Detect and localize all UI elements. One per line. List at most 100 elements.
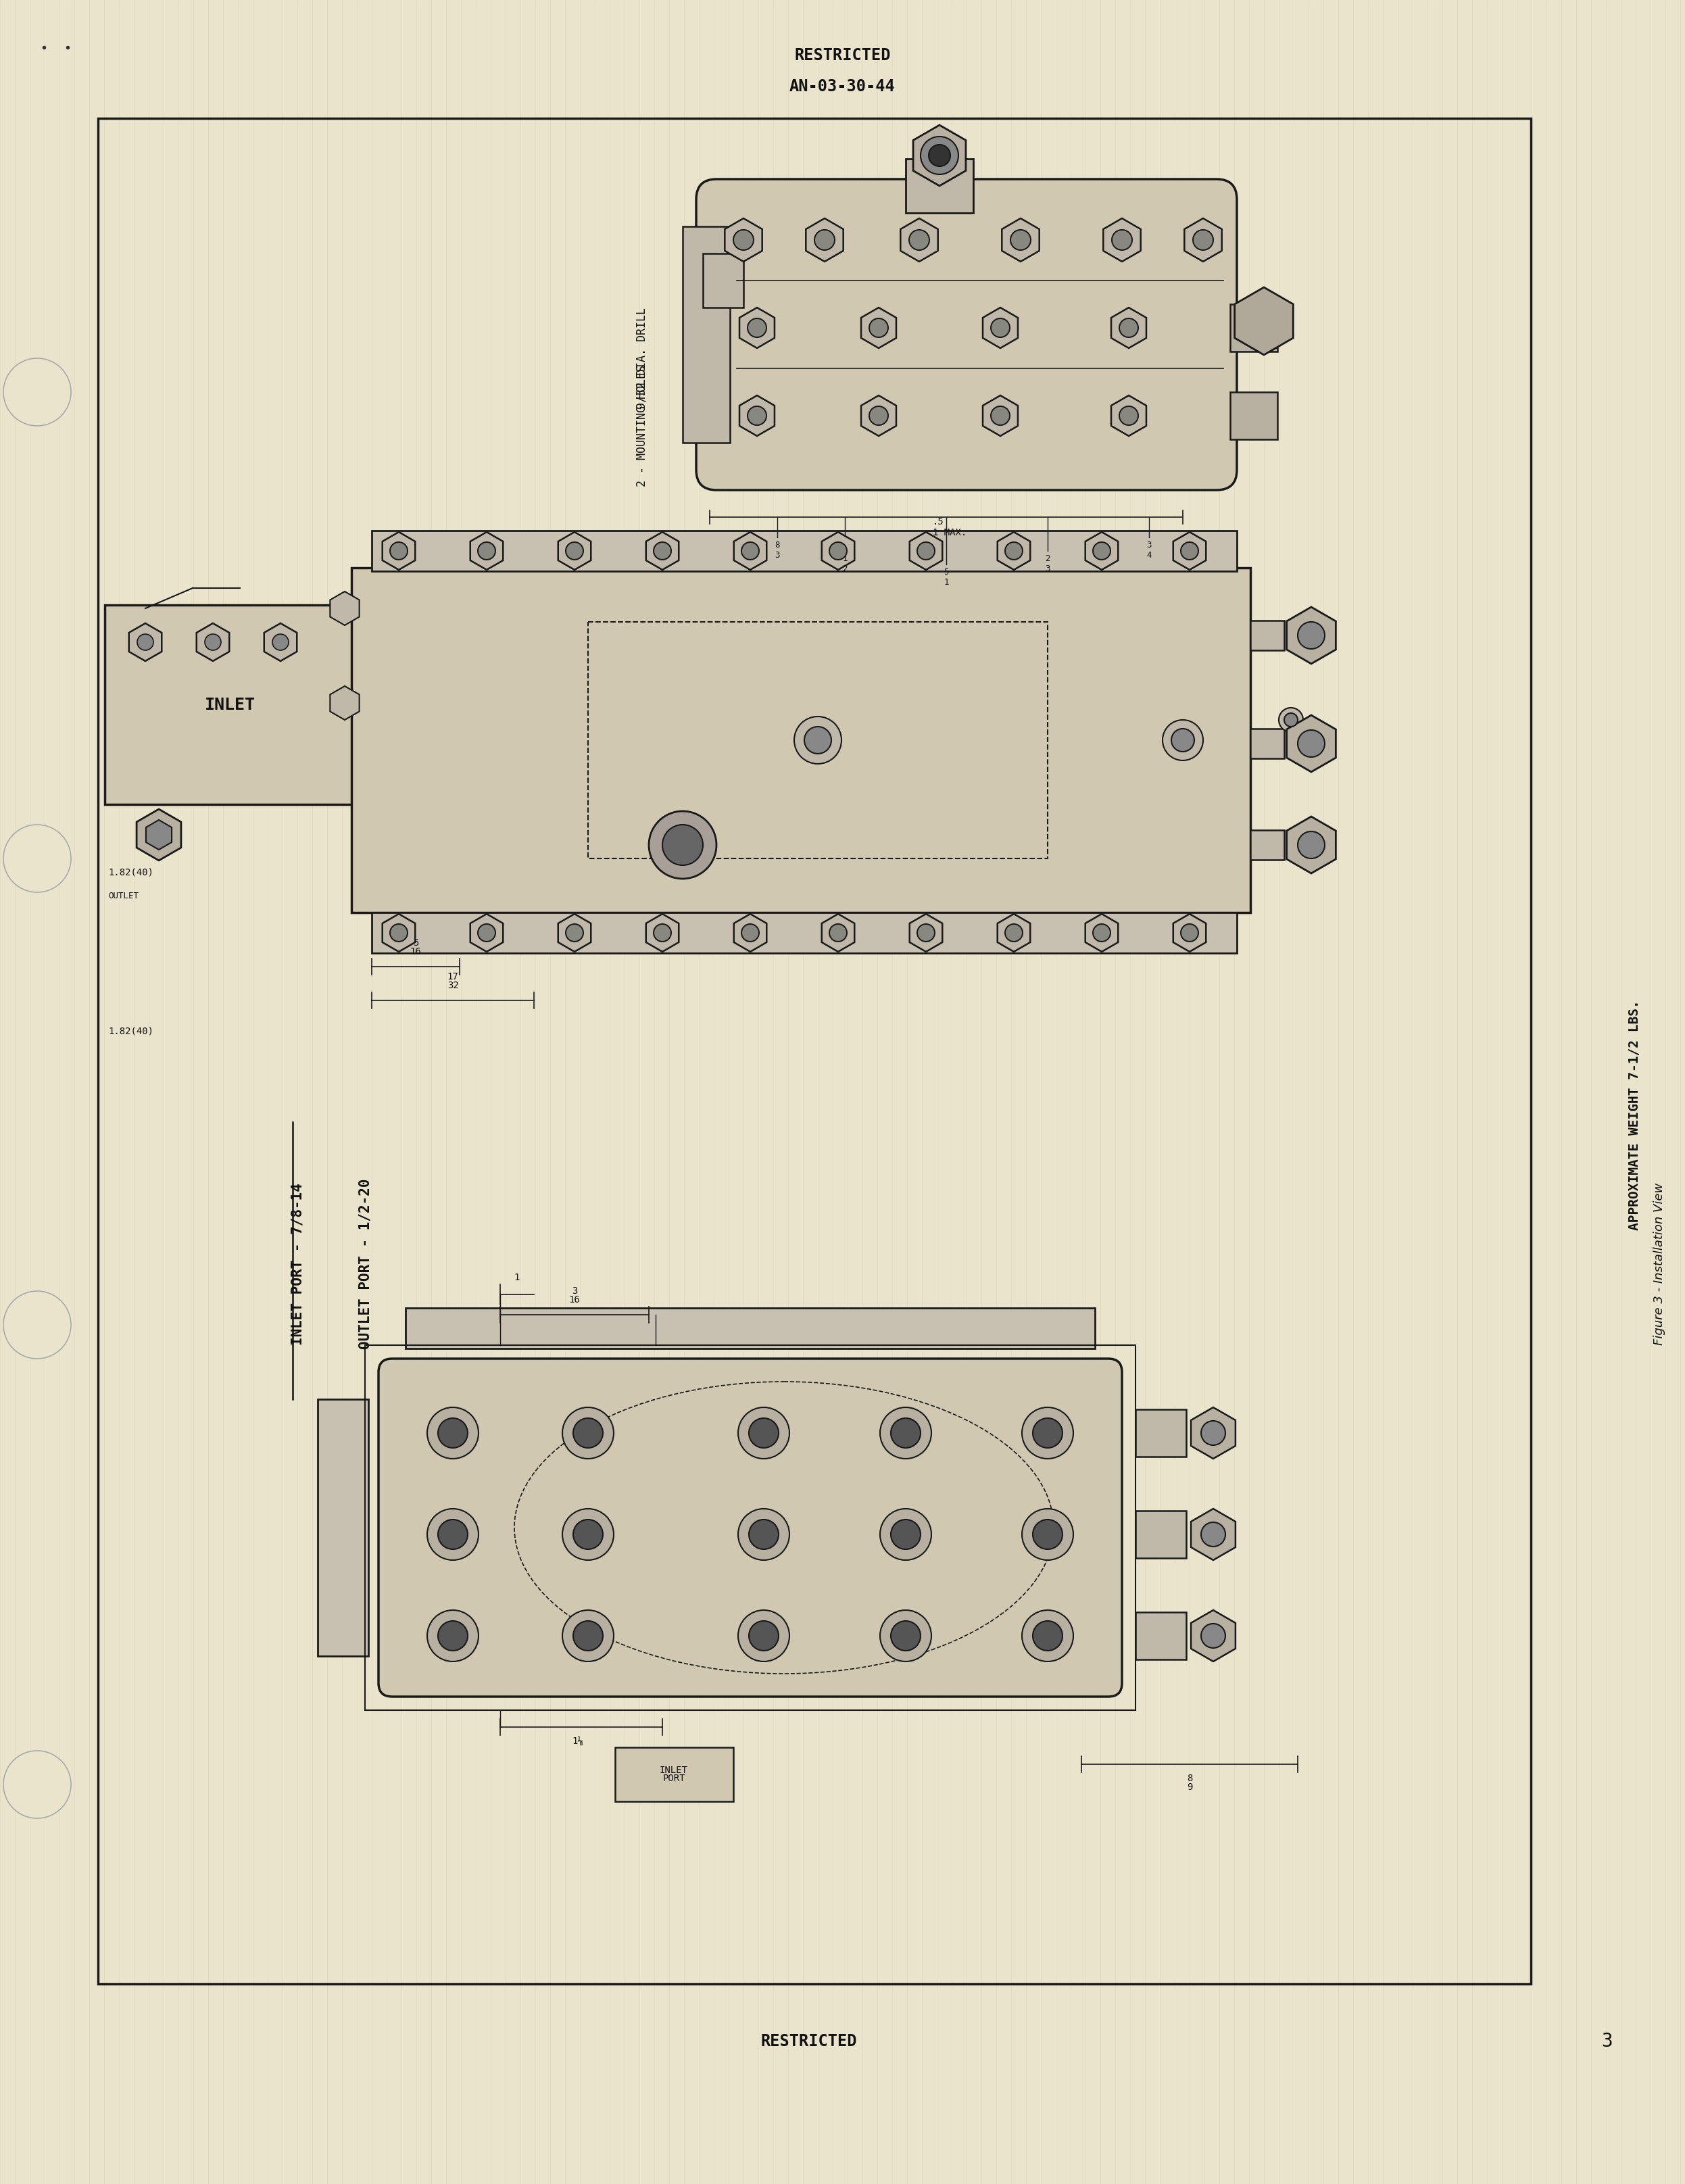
- Circle shape: [1004, 924, 1023, 941]
- Circle shape: [563, 1509, 613, 1559]
- Circle shape: [1201, 1422, 1225, 1446]
- Circle shape: [891, 1520, 920, 1548]
- Circle shape: [991, 319, 1009, 336]
- Bar: [1136, 1511, 1186, 1557]
- Polygon shape: [1235, 288, 1292, 354]
- Circle shape: [1297, 729, 1324, 758]
- Text: INLET: INLET: [204, 697, 254, 712]
- Circle shape: [891, 1417, 920, 1448]
- Polygon shape: [740, 308, 775, 347]
- Circle shape: [206, 633, 221, 651]
- Circle shape: [438, 1621, 468, 1651]
- Text: AN-03-30-44: AN-03-30-44: [790, 79, 895, 94]
- Circle shape: [649, 810, 716, 878]
- Circle shape: [814, 229, 834, 251]
- Circle shape: [389, 924, 408, 941]
- Polygon shape: [910, 913, 942, 952]
- Bar: [366, 1345, 1136, 1710]
- Bar: [1136, 1409, 1186, 1457]
- Circle shape: [748, 1520, 778, 1548]
- Text: RESTRICTED: RESTRICTED: [760, 2033, 858, 2049]
- Circle shape: [1201, 1623, 1225, 1649]
- Circle shape: [573, 1417, 603, 1448]
- Polygon shape: [130, 622, 162, 662]
- Polygon shape: [136, 808, 180, 860]
- Polygon shape: [725, 218, 762, 262]
- Polygon shape: [822, 533, 854, 570]
- Circle shape: [1094, 924, 1110, 941]
- Polygon shape: [1104, 218, 1141, 262]
- Text: 1
2: 1 2: [842, 555, 848, 572]
- Polygon shape: [330, 686, 359, 721]
- Text: OUTLET: OUTLET: [108, 891, 138, 900]
- Circle shape: [566, 924, 583, 941]
- Circle shape: [1284, 714, 1297, 727]
- Polygon shape: [265, 622, 297, 662]
- Bar: [615, 1747, 733, 1802]
- Circle shape: [563, 1406, 613, 1459]
- Bar: [703, 253, 743, 308]
- Circle shape: [738, 1610, 790, 1662]
- Circle shape: [438, 1417, 468, 1448]
- Text: 3: 3: [1602, 2031, 1613, 2051]
- Circle shape: [748, 1621, 778, 1651]
- Text: OUTLET PORT - 1/2-20: OUTLET PORT - 1/2-20: [359, 1179, 372, 1350]
- Text: APPROXIMATE WEIGHT 7-1/2 LBS.: APPROXIMATE WEIGHT 7-1/2 LBS.: [1628, 1000, 1641, 1230]
- Text: 5
1: 5 1: [944, 568, 949, 587]
- Polygon shape: [1191, 1610, 1235, 1662]
- Polygon shape: [382, 533, 415, 570]
- Circle shape: [991, 406, 1009, 426]
- Polygon shape: [147, 819, 172, 850]
- Polygon shape: [330, 592, 359, 625]
- Circle shape: [1021, 1509, 1073, 1559]
- Bar: [98, 118, 1532, 1983]
- Text: 1: 1: [514, 1273, 521, 1282]
- Circle shape: [3, 1752, 71, 1819]
- Circle shape: [428, 1509, 479, 1559]
- Circle shape: [910, 229, 930, 251]
- Text: 17
32: 17 32: [447, 972, 458, 989]
- Circle shape: [917, 542, 935, 559]
- Circle shape: [1181, 542, 1198, 559]
- Text: 1.82(40): 1.82(40): [108, 1026, 153, 1035]
- Polygon shape: [822, 913, 854, 952]
- Circle shape: [3, 1291, 71, 1358]
- Text: 9/32 DIA. DRILL: 9/32 DIA. DRILL: [635, 308, 649, 408]
- Circle shape: [136, 633, 153, 651]
- Polygon shape: [1110, 308, 1146, 347]
- Circle shape: [428, 1610, 479, 1662]
- Polygon shape: [982, 395, 1018, 437]
- Polygon shape: [1173, 533, 1206, 570]
- Text: 3
16: 3 16: [570, 1286, 580, 1304]
- Bar: [588, 622, 1048, 858]
- Circle shape: [804, 727, 831, 753]
- Circle shape: [917, 924, 935, 941]
- Polygon shape: [1085, 913, 1119, 952]
- Circle shape: [920, 138, 959, 175]
- Circle shape: [1033, 1520, 1063, 1548]
- Circle shape: [479, 924, 495, 941]
- Circle shape: [1181, 924, 1198, 941]
- Polygon shape: [1191, 1509, 1235, 1559]
- Polygon shape: [740, 395, 775, 437]
- Circle shape: [741, 924, 758, 941]
- Polygon shape: [735, 913, 767, 952]
- Text: 1⅛: 1⅛: [573, 1736, 583, 1745]
- Circle shape: [1279, 708, 1303, 732]
- Circle shape: [1163, 721, 1203, 760]
- Circle shape: [1119, 406, 1137, 426]
- Polygon shape: [1185, 218, 1222, 262]
- Circle shape: [869, 319, 888, 336]
- Circle shape: [438, 1520, 468, 1548]
- Polygon shape: [645, 913, 679, 952]
- Circle shape: [1094, 542, 1110, 559]
- Circle shape: [748, 406, 767, 426]
- Circle shape: [563, 1610, 613, 1662]
- Circle shape: [654, 924, 671, 941]
- Circle shape: [662, 826, 703, 865]
- Polygon shape: [998, 533, 1030, 570]
- Circle shape: [794, 716, 841, 764]
- Circle shape: [273, 633, 288, 651]
- Text: 8
9: 8 9: [1186, 1773, 1193, 1791]
- Circle shape: [829, 542, 848, 559]
